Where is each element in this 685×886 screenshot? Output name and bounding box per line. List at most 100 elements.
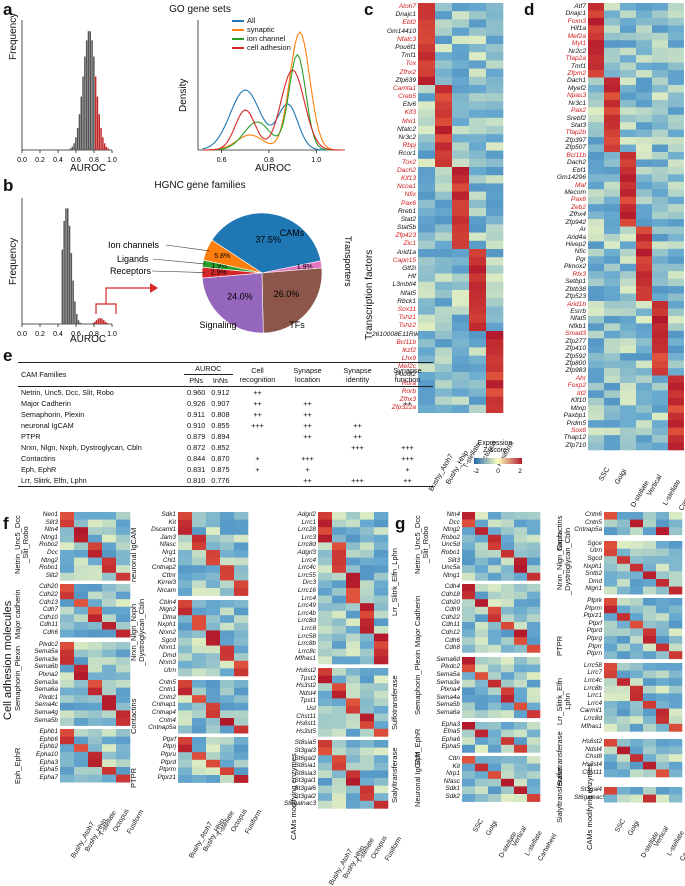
heatmap-cell: [435, 11, 452, 20]
legend-label: synaptic: [247, 25, 275, 34]
gene-label: Mfhas1: [574, 723, 602, 730]
heatmap-cell: [360, 527, 374, 535]
heatmap-cell: [652, 174, 668, 182]
b-hist-bar: [63, 221, 65, 324]
heatmap-cell: [346, 801, 360, 809]
gene-label: Hs3st5: [284, 728, 316, 735]
heatmap-cell: [620, 353, 636, 361]
heatmap-cell: [604, 413, 620, 421]
heatmap-cell: [636, 390, 652, 398]
heatmap-cell: [620, 115, 636, 123]
heatmap-cell: [630, 754, 643, 762]
heatmap-cell: [636, 443, 652, 451]
heatmap-cell: [652, 316, 668, 324]
heatmap-cell: [435, 372, 452, 381]
heatmap-cell: [102, 512, 116, 520]
legend-entry: ion channel: [232, 34, 291, 43]
heatmap-cell: [604, 383, 620, 391]
gene-label: Lrrc4: [284, 557, 316, 564]
heatmap-cell: [588, 249, 604, 257]
gene-label: Ahr: [540, 375, 586, 382]
gene-label: Neo1: [32, 511, 58, 518]
heatmap-cell: [620, 92, 636, 100]
heatmap-cell: [652, 405, 668, 413]
heatmap-cell: [178, 580, 192, 588]
heatmap-cell: [636, 383, 652, 391]
gene-label: Zfhx2: [372, 69, 416, 77]
panel-c-heatmap: [418, 3, 508, 413]
heatmap-cell: [656, 586, 669, 594]
heatmap-cell: [643, 754, 656, 762]
heatmap-cell: [332, 618, 346, 626]
heatmap-cell: [469, 52, 486, 61]
heatmap-cell: [652, 92, 668, 100]
gene-label: Tmf1: [540, 63, 586, 70]
heatmap-cell: [220, 615, 234, 623]
gene-label: Pou6f1: [372, 44, 416, 52]
heatmap-cell: [486, 110, 503, 119]
gene-label: Lrrc49: [284, 602, 316, 609]
gene-label: Dach1: [540, 77, 586, 84]
heatmap-cell: [469, 315, 486, 324]
heatmap-cell: [501, 550, 514, 558]
table-cell-id: [333, 453, 383, 464]
heatmap-cell: [74, 649, 88, 657]
heatmap-cell: [452, 315, 469, 324]
heatmap-cell: [74, 744, 88, 752]
gene-label: Unc5d: [432, 541, 460, 548]
gene-label: Cdh8: [432, 644, 460, 651]
gene-label: Tox2: [372, 159, 416, 167]
gene-label: Stat2: [372, 216, 416, 224]
heatmap-cell: [588, 435, 604, 443]
heatmap-cell: [360, 603, 374, 611]
heatmap-cell: [486, 44, 503, 53]
heatmap-cell: [652, 145, 668, 153]
heatmap-cell: [669, 613, 682, 621]
heatmap-cell: [360, 542, 374, 550]
group-title: Major cadherin: [14, 589, 22, 639]
heatmap-cell: [527, 592, 540, 600]
heatmap-cell: [178, 695, 192, 703]
heatmap-cell: [318, 580, 332, 588]
heatmap-cell: [620, 405, 636, 413]
heatmap-cell: [488, 729, 501, 737]
gene-label: Tshz2: [372, 322, 416, 330]
heatmap-cell: [192, 565, 206, 573]
heatmap-cell: [617, 621, 630, 629]
gene-label: Cdh22: [432, 614, 460, 621]
heatmap-cell: [669, 598, 682, 606]
heatmap-cell: [514, 550, 527, 558]
table-cell-fn: ++: [383, 475, 433, 487]
heatmap-cell: [60, 550, 74, 558]
heatmap-cell: [668, 145, 684, 153]
heatmap-cell: [636, 271, 652, 279]
heatmap-cell: [630, 613, 643, 621]
heatmap-cell: [469, 298, 486, 307]
heatmap-cell: [617, 548, 630, 556]
heatmap-cell: [604, 182, 620, 190]
gene-label: Npas3: [540, 92, 586, 99]
heatmap-cell: [475, 710, 488, 718]
heatmap-cell: [102, 642, 116, 650]
heatmap-cell: [332, 573, 346, 581]
heatmap-cell: [332, 611, 346, 619]
heatmap-cell: [669, 586, 682, 594]
heatmap-cell: [620, 145, 636, 153]
heatmap-cell: [475, 744, 488, 752]
heatmap-cell: [668, 256, 684, 264]
gene-label: Nxph1: [148, 621, 176, 628]
heatmap-cell: [488, 573, 501, 581]
heatmap-cell: [643, 739, 656, 747]
heatmap-cell: [636, 159, 652, 167]
heatmap-cell: [488, 695, 501, 703]
heatmap-cell: [486, 397, 503, 406]
gene-label: Zfp410: [540, 345, 586, 352]
heatmap-cell: [486, 151, 503, 160]
gene-label: Robo2: [432, 534, 460, 541]
heatmap-cell: [488, 622, 501, 630]
density-curve-cell-adhesion: [203, 70, 345, 150]
heatmap-cell: [332, 520, 346, 528]
heatmap-cell: [630, 527, 643, 535]
heatmap-cell: [668, 376, 684, 384]
